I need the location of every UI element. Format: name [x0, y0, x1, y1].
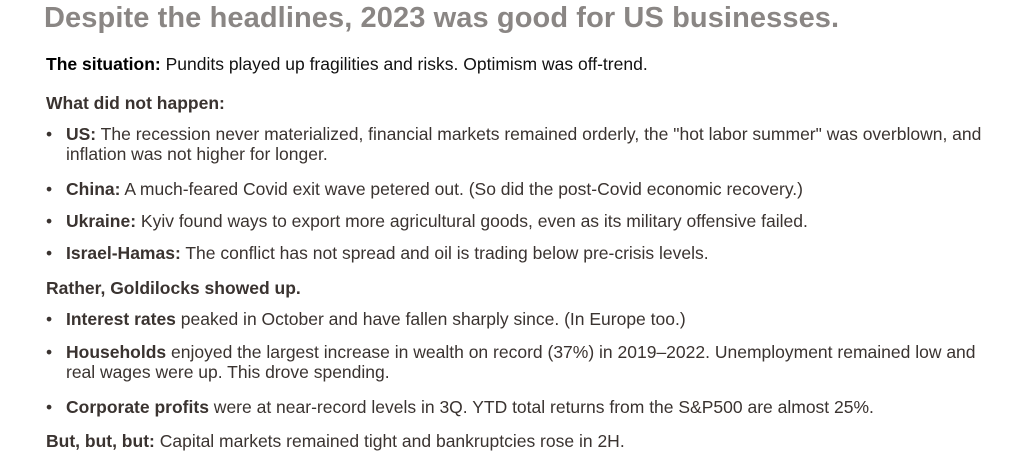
- bullet-text: The recession never materialized, financ…: [66, 124, 982, 164]
- bullet-label: Ukraine:: [66, 211, 137, 231]
- section-heading-not-happen: What did not happen:: [46, 93, 225, 113]
- bullet-israel-hamas: • Israel-Hamas: The conflict has not spr…: [46, 243, 1006, 263]
- bullet-corporate-profits: • Corporate profits were at near-record …: [46, 397, 1006, 417]
- bullet-dot: •: [46, 124, 53, 144]
- bullet-text: The conflict has not spread and oil is t…: [180, 243, 709, 263]
- bullet-text: were at near-record levels in 3Q. YTD to…: [208, 397, 874, 417]
- bullet-label: US:: [66, 124, 97, 144]
- bullet-text: A much-feared Covid exit wave petered ou…: [120, 179, 803, 199]
- bullet-dot: •: [46, 342, 53, 362]
- bullet-text: peaked in October and have fallen sharpl…: [175, 309, 686, 329]
- slide-title: Despite the headlines, 2023 was good for…: [44, 2, 840, 34]
- closing-line: But, but, but: Capital markets remained …: [46, 430, 625, 452]
- situation-line: The situation: Pundits played up fragili…: [46, 53, 648, 75]
- bullet-interest-rates: • Interest rates peaked in October and h…: [46, 309, 1006, 329]
- bullet-us: • US: The recession never materialized, …: [46, 124, 1006, 164]
- bullet-dot: •: [46, 179, 53, 199]
- bullet-label: Israel-Hamas:: [66, 243, 181, 263]
- bullet-label: Interest rates: [66, 309, 176, 329]
- bullet-label: China:: [66, 179, 121, 199]
- bullet-dot: •: [46, 243, 53, 263]
- bullet-households: • Households enjoyed the largest increas…: [46, 342, 1006, 382]
- bullet-text: enjoyed the largest increase in wealth o…: [66, 342, 976, 382]
- closing-label: But, but, but:: [46, 431, 155, 451]
- situation-label: The situation:: [46, 54, 161, 74]
- bullet-china: • China: A much-feared Covid exit wave p…: [46, 179, 1006, 199]
- section-heading-goldilocks: Rather, Goldilocks showed up.: [46, 278, 301, 298]
- bullet-label: Households: [66, 342, 167, 362]
- bullet-dot: •: [46, 211, 53, 231]
- bullet-ukraine: • Ukraine: Kyiv found ways to export mor…: [46, 211, 1006, 231]
- bullet-dot: •: [46, 309, 53, 329]
- bullet-text: Kyiv found ways to export more agricultu…: [136, 211, 808, 231]
- closing-text: Capital markets remained tight and bankr…: [154, 431, 625, 451]
- bullet-dot: •: [46, 397, 53, 417]
- bullet-label: Corporate profits: [66, 397, 209, 417]
- situation-text: Pundits played up fragilities and risks.…: [160, 54, 648, 74]
